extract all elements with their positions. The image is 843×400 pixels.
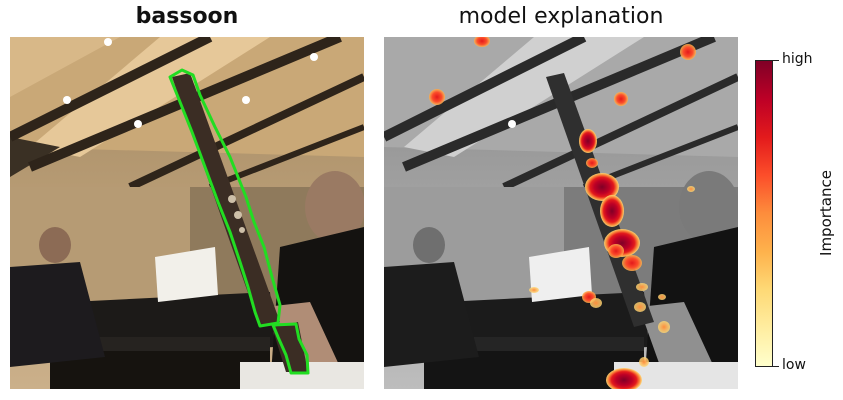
- colorbar-high-label: high: [782, 51, 813, 67]
- explanation-panel: [384, 37, 738, 389]
- original-image-panel: [10, 37, 364, 389]
- importance-colorbar: [755, 60, 773, 367]
- colorbar-tick-high: [773, 60, 779, 61]
- bassoon-segmentation-outline: [168, 68, 310, 375]
- colorbar-axis-label: Importance: [817, 170, 835, 256]
- colorbar-tick-low: [773, 366, 779, 367]
- title-left: bassoon: [135, 4, 239, 29]
- colorbar-low-label: low: [782, 357, 806, 373]
- bassoon-photo: [10, 37, 364, 389]
- importance-heatmap: [429, 37, 696, 389]
- title-right: model explanation: [458, 4, 664, 29]
- explanation-heatmap-image: [384, 37, 738, 389]
